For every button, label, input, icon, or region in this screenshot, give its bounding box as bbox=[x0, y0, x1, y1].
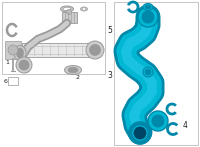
Ellipse shape bbox=[81, 7, 88, 11]
FancyBboxPatch shape bbox=[114, 2, 198, 145]
FancyBboxPatch shape bbox=[22, 43, 94, 57]
Ellipse shape bbox=[145, 5, 151, 9]
Circle shape bbox=[16, 57, 32, 73]
Circle shape bbox=[86, 41, 104, 59]
Circle shape bbox=[90, 45, 101, 56]
FancyBboxPatch shape bbox=[8, 77, 18, 85]
Ellipse shape bbox=[65, 66, 82, 75]
Circle shape bbox=[129, 122, 151, 144]
Text: 6: 6 bbox=[3, 78, 7, 83]
Text: 5: 5 bbox=[107, 25, 112, 35]
Ellipse shape bbox=[61, 6, 74, 12]
Text: 3: 3 bbox=[107, 71, 112, 80]
Circle shape bbox=[152, 115, 164, 127]
Circle shape bbox=[67, 10, 72, 15]
Text: 2: 2 bbox=[75, 75, 79, 80]
Circle shape bbox=[145, 69, 151, 75]
Circle shape bbox=[8, 45, 18, 55]
Ellipse shape bbox=[14, 46, 26, 61]
Text: 4: 4 bbox=[183, 121, 188, 130]
Text: 1: 1 bbox=[5, 60, 9, 65]
Circle shape bbox=[143, 67, 153, 77]
FancyBboxPatch shape bbox=[5, 41, 21, 59]
Ellipse shape bbox=[82, 8, 86, 10]
Circle shape bbox=[138, 7, 158, 27]
Ellipse shape bbox=[68, 67, 78, 73]
FancyBboxPatch shape bbox=[2, 2, 105, 74]
Ellipse shape bbox=[143, 4, 153, 10]
Circle shape bbox=[142, 11, 154, 23]
Ellipse shape bbox=[17, 48, 24, 58]
Ellipse shape bbox=[63, 7, 71, 11]
Circle shape bbox=[133, 126, 147, 140]
Circle shape bbox=[148, 111, 168, 131]
FancyBboxPatch shape bbox=[62, 12, 77, 23]
Circle shape bbox=[19, 60, 29, 70]
